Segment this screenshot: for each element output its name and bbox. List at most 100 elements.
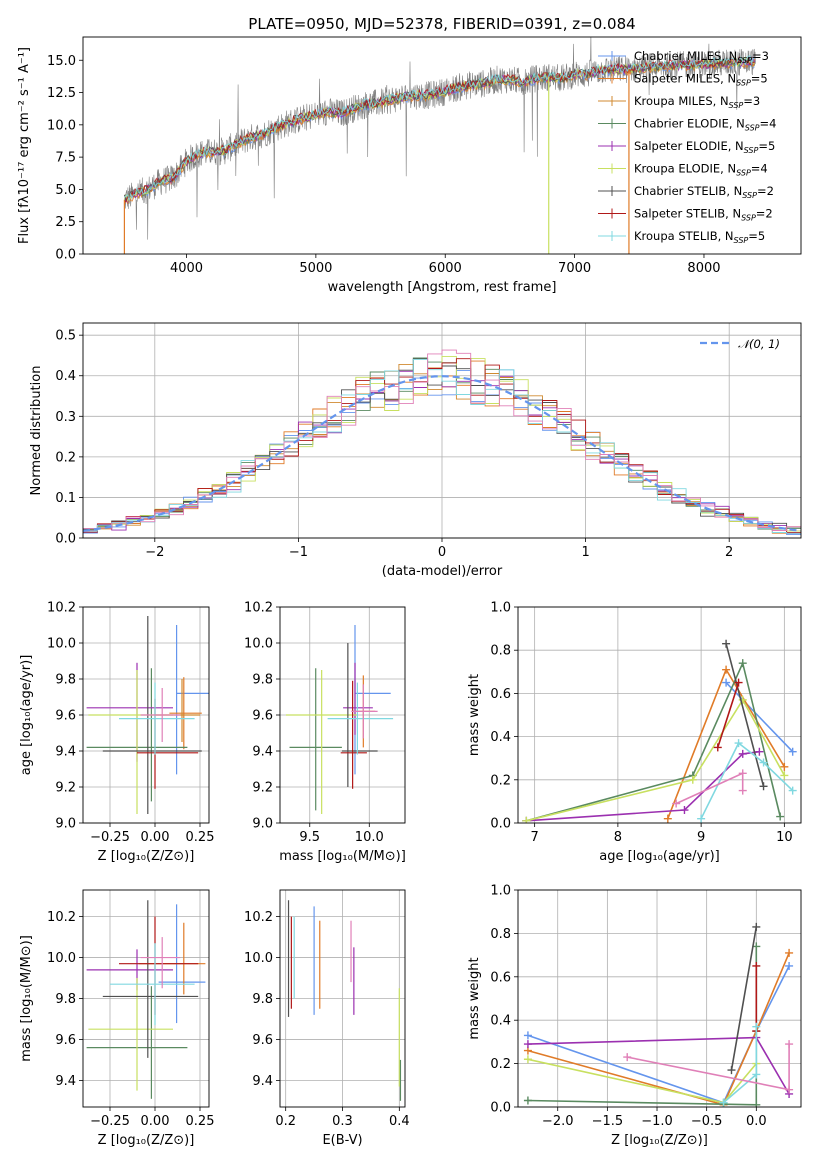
legend-entry: Salpeter ELODIE, NSSP=5 bbox=[634, 139, 775, 155]
series-point bbox=[780, 762, 789, 771]
age_vs_Z-axes: −0.25 0.00 0.25 9.0 9.2 9.4 9.6 9.8 10.0 10.2 Z [l… bbox=[19, 601, 214, 865]
normal-curve bbox=[83, 375, 801, 532]
series-point bbox=[738, 769, 747, 778]
legend-text: Kroupa STELIB, N bbox=[634, 229, 734, 243]
mass_vs_ebv-axes: 0.2 0.3 0.4 9.4 9.6 9.8 10.0 10.2 E(B-V) bbox=[244, 890, 410, 1148]
errorbar-point bbox=[140, 937, 181, 989]
series-point bbox=[785, 961, 794, 970]
series-point bbox=[759, 782, 768, 791]
legend-text: =2 bbox=[756, 207, 773, 221]
series-point bbox=[672, 799, 681, 808]
legend-text: =3 bbox=[752, 49, 769, 63]
errorbar-point bbox=[119, 916, 199, 1015]
legend-subscript: SSP bbox=[744, 146, 759, 155]
legend-entry: Kroupa ELODIE, NSSP=4 bbox=[634, 162, 768, 178]
x-tick-label: 0.25 bbox=[186, 1114, 215, 1129]
y-tick-label: 0.8 bbox=[490, 644, 511, 659]
x-axis-label: mass [log₁₀(M/M⊙)] bbox=[279, 849, 406, 864]
series-point bbox=[785, 1085, 794, 1094]
legend-text: =5 bbox=[758, 139, 775, 153]
x-axis-label: E(B-V) bbox=[322, 1133, 362, 1148]
series-point bbox=[522, 816, 531, 823]
errorbar-point bbox=[327, 682, 394, 755]
errorbar-point bbox=[110, 943, 195, 1026]
x-axis-label: wavelength [Angstrom, rest frame] bbox=[328, 280, 557, 295]
errorbar-point bbox=[119, 682, 195, 755]
y-tick-label: 9.0 bbox=[55, 817, 76, 832]
histogram-frame bbox=[82, 322, 802, 539]
x-tick-label: 6000 bbox=[429, 261, 462, 276]
y-tick-label: 2.5 bbox=[55, 215, 76, 230]
series-point bbox=[752, 1022, 761, 1031]
y-axis-label: Normed distribution bbox=[29, 366, 44, 496]
y-tick-label: 12.5 bbox=[47, 86, 76, 101]
legend-text: Salpeter ELODIE, N bbox=[634, 139, 744, 153]
residual_hist-axes: −2 −1 0 1 2 0.0 0.1 0.2 0.3 0.4 0.5 (data-model)/er… bbox=[29, 323, 801, 579]
legend-entry: Chabrier STELIB, NSSP=2 bbox=[634, 184, 774, 200]
model-fit-line bbox=[124, 55, 755, 203]
x-tick-label: 0.25 bbox=[186, 830, 215, 845]
mass_vs_ebv-frame bbox=[279, 889, 406, 1108]
spectrum-lines bbox=[123, 37, 756, 254]
y-tick-label: 1.0 bbox=[490, 601, 511, 616]
y-tick-label: 10.0 bbox=[47, 118, 76, 133]
legend-subscript: SSP bbox=[729, 101, 744, 110]
y-tick-label: 10.0 bbox=[244, 637, 273, 652]
y-tick-label: 9.4 bbox=[55, 745, 76, 760]
model-fit-line bbox=[123, 55, 755, 203]
weight_vs_age-axes: 7 8 9 10 0.0 0.2 0.4 0.6 0.8 1.0 age [log₁₀(age/yr… bbox=[467, 601, 801, 864]
legend-text: =3 bbox=[743, 94, 760, 108]
series-point bbox=[722, 665, 731, 674]
series-point bbox=[780, 771, 789, 780]
y-tick-label: 9.6 bbox=[252, 709, 273, 724]
y-axis-label: mass weight bbox=[467, 674, 482, 756]
weight_vs_Z-series bbox=[523, 922, 794, 1107]
x-tick-label: 0.00 bbox=[141, 1114, 170, 1129]
legend-entry: Chabrier ELODIE, NSSP=4 bbox=[634, 117, 776, 133]
x-axis-label: Z [log₁₀(Z/Z⊙)] bbox=[98, 849, 195, 864]
series-point bbox=[680, 806, 689, 815]
age_vs_mass-frame bbox=[279, 606, 406, 824]
series-point bbox=[734, 678, 743, 687]
series-point bbox=[523, 1096, 532, 1105]
y-tick-label: 10.0 bbox=[244, 951, 273, 966]
x-tick-label: 0.3 bbox=[332, 1114, 353, 1129]
y-tick-label: 9.4 bbox=[252, 745, 273, 760]
y-tick-label: 9.8 bbox=[55, 673, 76, 688]
series-point bbox=[688, 775, 697, 784]
histogram-group bbox=[83, 349, 801, 536]
series-line bbox=[717, 682, 740, 748]
legend-subscript: SSP bbox=[734, 236, 749, 245]
y-tick-label: 10.2 bbox=[47, 910, 76, 925]
series-point bbox=[713, 743, 722, 752]
x-tick-label: 1 bbox=[581, 545, 589, 560]
x-tick-label: 0 bbox=[438, 545, 446, 560]
y-tick-label: 9.6 bbox=[55, 1033, 76, 1048]
legend-subscript: SSP bbox=[745, 124, 760, 133]
age_vs_Z-frame bbox=[82, 606, 210, 824]
y-tick-label: 0.2 bbox=[55, 450, 76, 465]
y-tick-label: 9.4 bbox=[55, 1074, 76, 1089]
x-tick-label: −1.5 bbox=[592, 1114, 624, 1129]
errorbar-point bbox=[351, 684, 378, 739]
x-tick-label: 7 bbox=[531, 830, 539, 845]
series-line bbox=[526, 698, 786, 822]
series-point bbox=[788, 747, 797, 756]
series-line bbox=[700, 741, 794, 820]
series-point bbox=[719, 1098, 728, 1107]
x-axis-label: Z [log₁₀(Z/Z⊙)] bbox=[611, 1133, 708, 1148]
age_vs_Z-points bbox=[86, 616, 209, 814]
series-line bbox=[526, 750, 760, 822]
legend-subscript: SSP bbox=[736, 79, 751, 88]
y-tick-label: 9.6 bbox=[55, 709, 76, 724]
y-tick-label: 0.0 bbox=[490, 1101, 511, 1116]
errorbar-point bbox=[102, 900, 199, 1058]
legend-text: Chabrier ELODIE, N bbox=[634, 117, 745, 131]
y-tick-label: 0.4 bbox=[490, 730, 511, 745]
series-point bbox=[755, 747, 764, 756]
legend-text: =5 bbox=[748, 229, 765, 243]
legend-entry: Salpeter MILES, NSSP=5 bbox=[634, 72, 768, 88]
mass_vs_Z-frame bbox=[82, 889, 210, 1108]
y-tick-label: 0.0 bbox=[55, 532, 76, 547]
